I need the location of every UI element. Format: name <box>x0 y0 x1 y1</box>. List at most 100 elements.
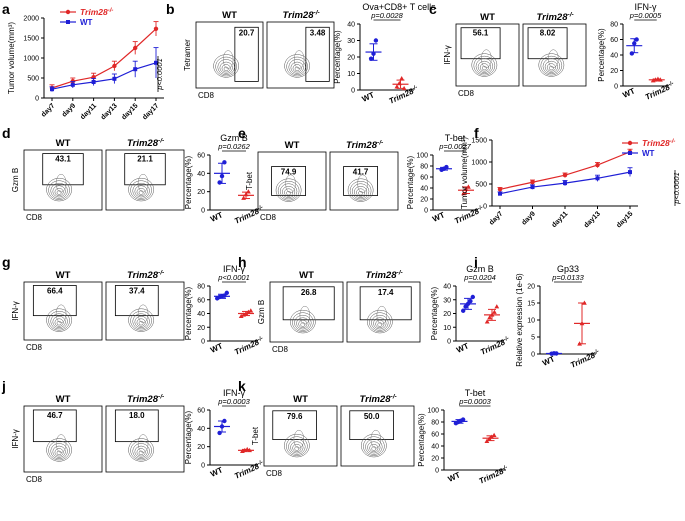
category-label-wt: WT <box>209 341 224 354</box>
flow-contour <box>285 174 296 194</box>
data-point <box>238 313 244 319</box>
panel-label-i: i <box>474 254 478 270</box>
data-point <box>217 430 222 436</box>
flow-plot-frame <box>340 405 415 467</box>
category-label-wt: WT <box>621 86 636 99</box>
y-tick-label: 0 <box>435 468 439 475</box>
flow-contour <box>375 319 385 329</box>
flow-contour <box>376 305 388 325</box>
flow-contour <box>56 450 62 456</box>
flow-header-trim28: Trim28-/- <box>346 140 384 151</box>
legend-marker-trim28 <box>65 9 71 15</box>
data-point <box>632 41 637 46</box>
flow-contour <box>48 180 70 200</box>
flow-gate <box>343 166 379 196</box>
x-tick-label: day9 <box>521 210 537 226</box>
y-tick-label: 1500 <box>471 138 487 145</box>
flow-gate-value: 66.4 <box>47 286 63 295</box>
flow-contour <box>54 448 64 457</box>
data-point <box>595 176 600 181</box>
flow-contour <box>371 314 389 331</box>
flow-header-trim28: Trim28-/- <box>127 138 165 149</box>
flow-plot-frame <box>23 149 103 211</box>
flow-contour <box>363 436 385 456</box>
trim28-superscript: -/- <box>158 270 165 277</box>
flow-contour <box>48 440 70 461</box>
flow-contour <box>55 173 67 193</box>
y-tick-label: 0 <box>531 352 535 359</box>
y-tick-label: 0 <box>201 463 205 470</box>
data-point <box>497 187 503 192</box>
trim28-base: Trim28 <box>233 461 261 480</box>
data-point <box>394 84 400 89</box>
flow-contour <box>298 319 308 329</box>
chart-title: Gzm B <box>466 264 494 274</box>
flow-xaxis-label: CD8 <box>26 213 43 222</box>
data-point <box>634 37 639 42</box>
data-point <box>628 170 632 175</box>
flow-contour <box>299 305 311 325</box>
panel-label-c: c <box>429 1 437 17</box>
y-axis-label: Percentage(%) <box>417 413 426 467</box>
y-tick-label: 20 <box>527 284 535 291</box>
flow-contour <box>347 178 374 202</box>
flow-xaxis-label: CD8 <box>458 89 475 98</box>
data-point <box>554 351 559 356</box>
data-point <box>484 438 490 443</box>
trim28-superscript: -/- <box>567 12 574 19</box>
flow-yaxis-label: Gzm B <box>11 168 20 192</box>
y-tick-label: 60 <box>420 175 428 182</box>
trim28-superscript: -/- <box>257 336 264 344</box>
data-point <box>562 173 568 178</box>
flow-yaxis-label: IFN-γ <box>443 45 452 65</box>
legend-marker-wt <box>66 20 70 24</box>
flow-gate-value: 43.1 <box>55 155 71 164</box>
flow-contour <box>482 65 487 71</box>
flow-contour <box>296 317 310 330</box>
flow-gate-value: 56.1 <box>473 29 489 38</box>
flow-contour <box>275 178 302 202</box>
flow-contour <box>46 308 72 332</box>
data-point <box>444 164 449 170</box>
flow-contour <box>130 311 152 331</box>
flow-contour <box>367 441 381 454</box>
flow-yaxis-label: IFN-γ <box>11 301 20 321</box>
flow-contour <box>354 186 368 198</box>
flow-contour <box>284 54 310 78</box>
chart-title: T-bet <box>445 133 466 143</box>
y-tick-label: 15 <box>527 301 535 308</box>
panel-label-e: e <box>238 125 246 141</box>
y-tick-label: 0 <box>614 84 618 91</box>
data-point <box>247 447 252 453</box>
y-tick-label: 1000 <box>23 56 39 63</box>
flow-contour <box>128 438 154 462</box>
y-axis-label: Percentage(%) <box>597 28 606 82</box>
flow-header-trim28: Trim28-/- <box>360 394 398 405</box>
flow-contour <box>473 55 496 76</box>
y-tick-label: 60 <box>197 297 205 304</box>
x-tick-label: day17 <box>141 102 160 121</box>
panel-label-a: a <box>2 1 10 17</box>
flow-gate-value: 21.1 <box>137 155 153 164</box>
p-value: p=0.0133 <box>551 273 584 282</box>
trim28-superscript: -/- <box>158 138 165 145</box>
trim28-superscript: -/- <box>390 394 397 401</box>
data-point <box>241 312 246 317</box>
trim28-base: Trim28 <box>642 138 670 148</box>
flow-plot-frame <box>105 281 185 341</box>
flow-contour <box>54 318 64 327</box>
flow-header-wt: WT <box>56 394 71 405</box>
y-tick-label: 2000 <box>23 16 39 23</box>
flow-contour <box>544 60 558 73</box>
flow-contour <box>50 313 68 330</box>
trim28-superscript: -/- <box>411 85 418 93</box>
trim28-superscript: -/- <box>396 270 403 277</box>
flow-plot-frame <box>23 281 103 341</box>
flow-contour <box>217 59 235 75</box>
flow-contour <box>361 433 387 458</box>
y-tick-label: 20 <box>420 197 428 204</box>
y-tick-label: 40 <box>610 53 618 60</box>
x-tick-label: day15 <box>121 102 140 121</box>
flow-contour <box>46 177 72 202</box>
